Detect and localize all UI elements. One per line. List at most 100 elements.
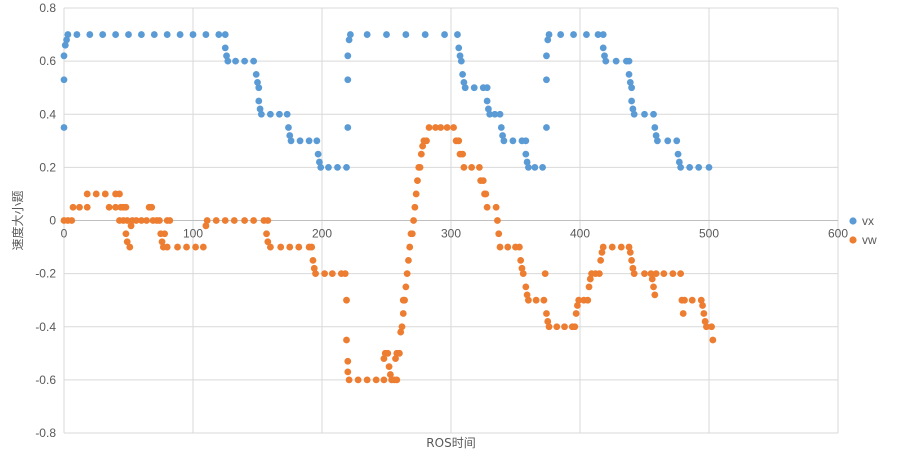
x-tick-label: 400 xyxy=(570,227,590,241)
point-vw xyxy=(608,243,616,251)
point-vw xyxy=(354,376,362,384)
point-vw xyxy=(523,291,531,299)
point-vw xyxy=(626,248,634,256)
point-vw xyxy=(677,270,685,278)
x-axis-title: ROS时间 xyxy=(426,436,475,450)
point-vx xyxy=(499,132,506,139)
point-vx xyxy=(221,31,229,38)
point-vw xyxy=(212,217,220,224)
point-vx xyxy=(630,110,638,118)
point-vx xyxy=(64,31,72,38)
point-vw xyxy=(425,124,433,131)
point-vx xyxy=(651,124,659,131)
point-vw xyxy=(494,217,501,224)
point-vw xyxy=(386,371,394,378)
point-vx xyxy=(255,97,263,105)
point-vx xyxy=(594,31,602,38)
point-vx xyxy=(675,158,683,166)
point-vw xyxy=(143,217,150,224)
point-vx xyxy=(460,78,468,86)
point-vw xyxy=(161,230,169,238)
point-vw xyxy=(561,323,568,331)
point-vw xyxy=(309,256,317,264)
point-vw xyxy=(344,357,352,365)
point-vx xyxy=(654,137,661,145)
point-vx xyxy=(267,110,274,118)
point-vw xyxy=(545,323,553,331)
point-vx xyxy=(652,132,660,139)
point-vx xyxy=(705,163,713,171)
point-vx xyxy=(250,57,258,65)
point-vw xyxy=(450,124,457,131)
point-vw xyxy=(525,296,532,304)
point-vx xyxy=(525,163,532,171)
point-vw xyxy=(411,203,419,211)
x-tick-label: 600 xyxy=(828,227,848,241)
point-vw xyxy=(286,243,294,251)
point-vw xyxy=(532,296,540,304)
point-vx xyxy=(583,31,590,38)
point-vx xyxy=(345,36,353,44)
point-vw xyxy=(432,124,439,131)
point-vw xyxy=(412,190,420,198)
point-vw xyxy=(522,283,530,291)
point-vw xyxy=(699,302,706,309)
y-tick-label: 0.4 xyxy=(39,107,56,121)
point-vw xyxy=(401,296,408,304)
point-vw xyxy=(575,296,583,304)
point-vx xyxy=(305,137,313,145)
point-vx xyxy=(314,150,322,158)
point-vx xyxy=(500,137,508,145)
point-vx xyxy=(509,137,517,145)
point-vw xyxy=(277,243,285,251)
point-vx xyxy=(491,110,499,118)
point-vx xyxy=(625,57,633,65)
point-vx xyxy=(626,78,634,86)
point-vw xyxy=(574,302,581,309)
point-vw xyxy=(83,203,91,211)
point-vw xyxy=(572,310,580,317)
point-vw xyxy=(543,310,550,317)
point-vx xyxy=(60,52,68,60)
point-vw xyxy=(599,243,607,251)
legend-label-vx: vx xyxy=(862,214,874,228)
point-vw xyxy=(586,275,594,283)
point-vx xyxy=(344,124,352,131)
point-vw xyxy=(202,222,210,230)
point-vw xyxy=(541,270,549,278)
point-vx xyxy=(557,31,565,38)
point-vw xyxy=(403,270,411,278)
point-vw xyxy=(310,264,318,272)
point-vw xyxy=(230,217,238,224)
point-vx xyxy=(677,163,685,171)
point-vx xyxy=(60,124,68,131)
y-tick-label: -0.8 xyxy=(35,426,56,440)
point-vw xyxy=(423,137,430,145)
point-vx xyxy=(457,57,465,65)
point-vw xyxy=(419,142,427,150)
point-vx xyxy=(483,84,491,92)
point-vx xyxy=(112,31,119,38)
point-vw xyxy=(406,243,414,251)
point-vw xyxy=(380,355,388,363)
point-vx xyxy=(215,31,223,38)
point-vx xyxy=(544,36,552,44)
point-vx xyxy=(543,76,550,84)
point-vw xyxy=(122,230,130,238)
x-tick-label: 100 xyxy=(183,227,203,241)
point-vw xyxy=(459,150,467,158)
point-vw xyxy=(363,376,371,384)
point-vw xyxy=(540,296,548,304)
point-vx xyxy=(601,52,608,60)
point-vw xyxy=(701,318,709,325)
point-vx xyxy=(531,163,539,171)
point-vw xyxy=(544,318,552,325)
point-vx xyxy=(602,57,610,65)
point-vx xyxy=(383,31,390,38)
point-vx xyxy=(224,57,232,65)
point-vw xyxy=(328,270,336,278)
point-vx xyxy=(483,97,491,105)
point-vw xyxy=(651,291,659,299)
point-vx xyxy=(470,84,478,92)
